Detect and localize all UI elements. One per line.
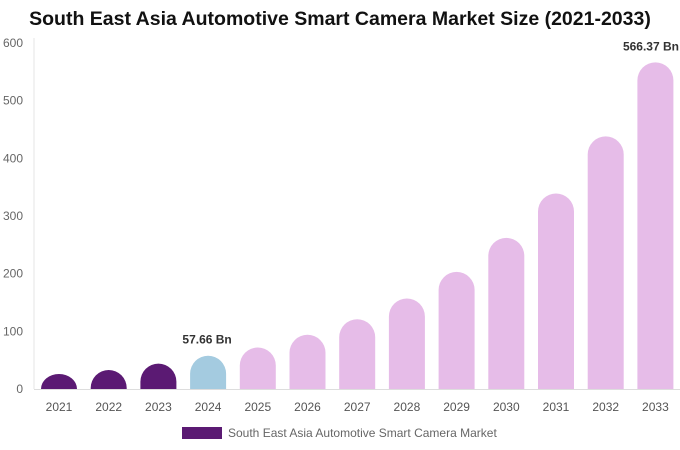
legend-label: South East Asia Automotive Smart Camera … bbox=[228, 426, 497, 440]
x-tick-label: 2024 bbox=[195, 400, 222, 414]
x-tick-label: 2029 bbox=[443, 400, 470, 414]
bar-2022 bbox=[90, 369, 127, 389]
bar-2032 bbox=[587, 136, 624, 389]
x-tick-label: 2023 bbox=[145, 400, 172, 414]
y-tick-label: 100 bbox=[3, 324, 23, 338]
x-tick-label: 2032 bbox=[592, 400, 619, 414]
data-label-2024: 57.66 Bn bbox=[182, 333, 231, 347]
legend-swatch bbox=[182, 427, 222, 439]
y-tick-label: 300 bbox=[3, 209, 23, 223]
x-tick-label: 2021 bbox=[46, 400, 73, 414]
chart-legend: South East Asia Automotive Smart Camera … bbox=[182, 424, 497, 442]
bar-2024 bbox=[190, 355, 227, 389]
bar-2021 bbox=[41, 374, 77, 389]
y-tick-label: 200 bbox=[3, 267, 23, 281]
bar-2023 bbox=[140, 363, 177, 389]
x-tick-label: 2027 bbox=[344, 400, 371, 414]
y-tick-label: 400 bbox=[3, 151, 23, 165]
x-tick-label: 2028 bbox=[394, 400, 421, 414]
chart-title: South East Asia Automotive Smart Camera … bbox=[29, 8, 651, 30]
bar-2029 bbox=[438, 271, 475, 389]
bar-2030 bbox=[488, 237, 525, 389]
x-tick-label: 2031 bbox=[543, 400, 570, 414]
y-tick-label: 500 bbox=[3, 94, 23, 108]
x-tick-label: 2030 bbox=[493, 400, 520, 414]
x-tick-label: 2025 bbox=[244, 400, 271, 414]
bar-2028 bbox=[388, 298, 425, 389]
bar-2033 bbox=[637, 62, 674, 389]
x-tick-label: 2026 bbox=[294, 400, 321, 414]
y-tick-label: 0 bbox=[16, 382, 23, 396]
data-label-2033: 566.37 Bn bbox=[623, 39, 679, 53]
x-tick-label: 2033 bbox=[642, 400, 669, 414]
bar-2026 bbox=[289, 334, 326, 389]
y-tick-label: 600 bbox=[3, 36, 23, 50]
bar-2031 bbox=[538, 193, 574, 389]
x-tick-label: 2022 bbox=[95, 400, 122, 414]
bar-2025 bbox=[239, 347, 276, 389]
bar-2027 bbox=[339, 319, 376, 389]
